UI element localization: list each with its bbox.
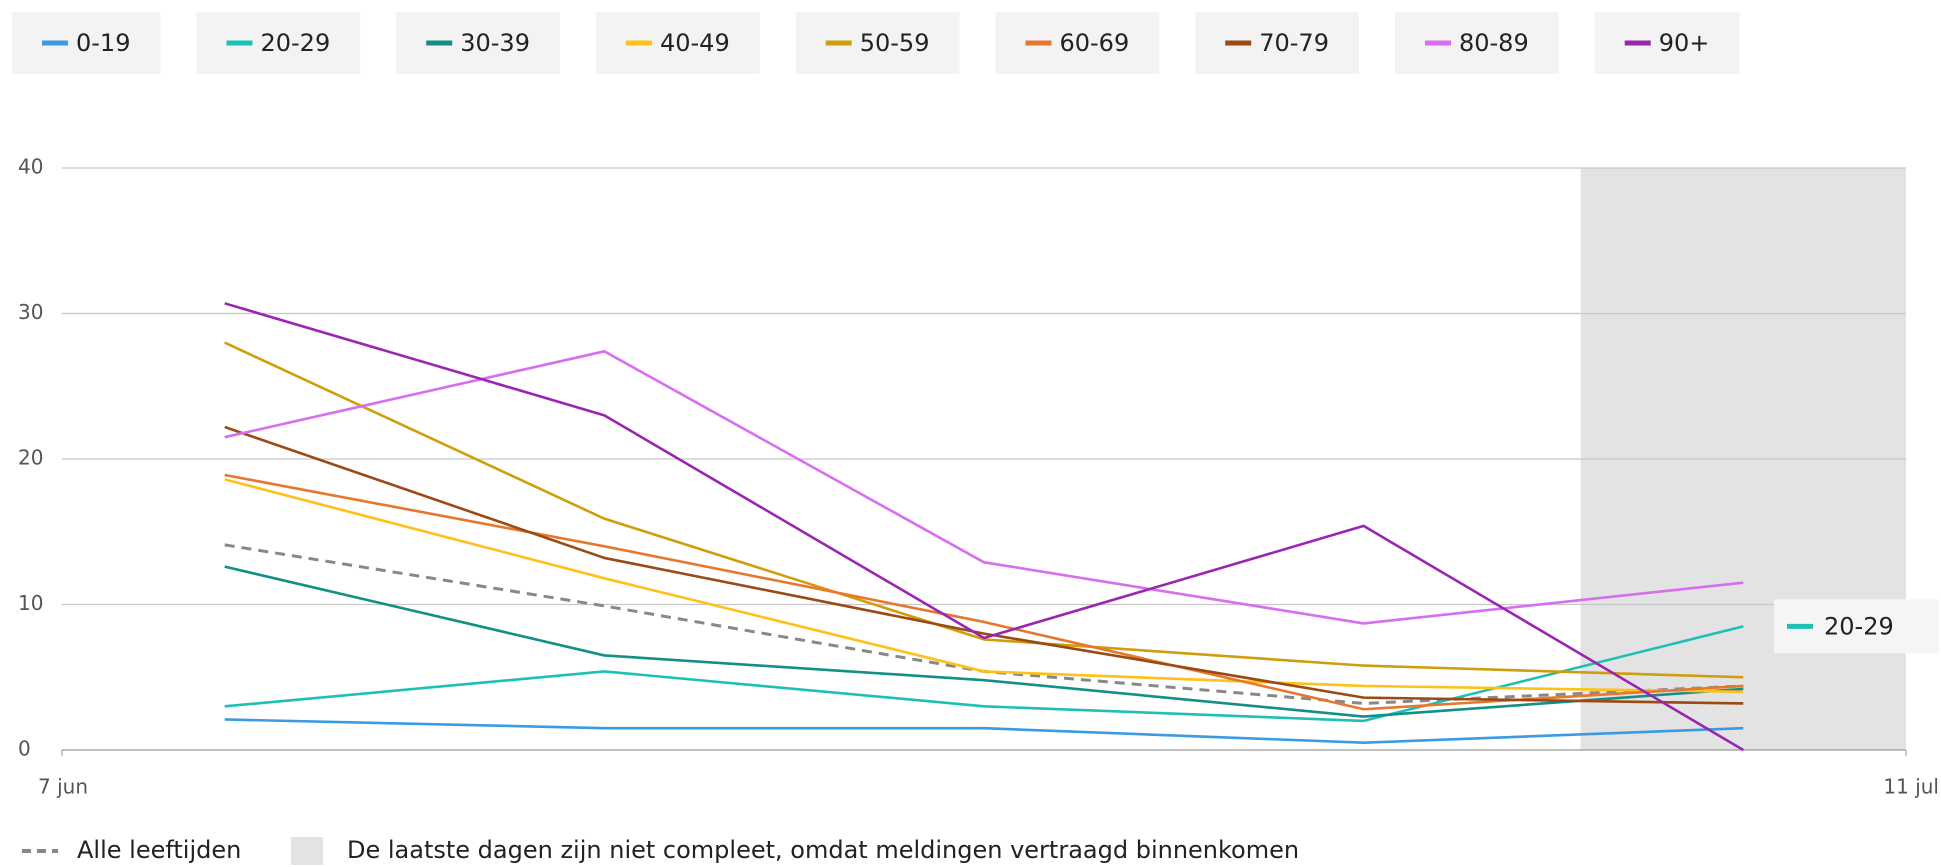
legend-button[interactable] <box>12 12 161 74</box>
legend-label: 0-19 <box>76 29 130 57</box>
legend-label: 50-59 <box>860 29 930 57</box>
series-line <box>224 565 1744 718</box>
y-tick-label: 10 <box>18 591 43 615</box>
legend-label: 60-69 <box>1059 29 1129 57</box>
end-label: 20-29 <box>1824 612 1894 640</box>
legend-item[interactable]: 50-59 <box>795 12 960 74</box>
legend-label: 30-39 <box>460 29 530 57</box>
legend-note: De laatste dagen zijn niet compleet, omd… <box>347 836 1299 864</box>
legend-item[interactable]: 20-29 <box>196 12 361 74</box>
series-line <box>224 478 1744 694</box>
series-line <box>224 341 1744 679</box>
x-tick-label: 7 jun <box>38 775 88 799</box>
series-line <box>224 350 1744 625</box>
legend-item[interactable]: 70-79 <box>1195 12 1359 74</box>
legend-label: 20-29 <box>260 29 330 57</box>
series-line <box>224 473 1744 711</box>
legend-button[interactable] <box>1394 12 1559 74</box>
legend-item[interactable]: 40-49 <box>595 12 760 74</box>
legend-button[interactable] <box>1594 12 1740 74</box>
legend-item[interactable]: 30-39 <box>396 12 560 74</box>
legend-button[interactable] <box>196 12 361 74</box>
legend-label: 90+ <box>1659 29 1710 57</box>
legend-label: 80-89 <box>1459 29 1529 57</box>
legend-button[interactable] <box>995 12 1160 74</box>
legend-button[interactable] <box>1195 12 1359 74</box>
x-tick-label: 11 jul <box>1883 775 1939 799</box>
legend-item[interactable]: 60-69 <box>995 12 1160 74</box>
legend-swatch <box>291 837 323 865</box>
legend-item[interactable]: 80-89 <box>1394 12 1559 74</box>
legend-button[interactable] <box>595 12 760 74</box>
y-tick-label: 40 <box>18 155 43 179</box>
legend-item[interactable]: 0-19 <box>12 12 161 74</box>
legend-label: Alle leeftijden <box>77 836 241 864</box>
series-line <box>224 625 1744 723</box>
y-tick-label: 30 <box>18 300 43 324</box>
legend-label: 40-49 <box>660 29 730 57</box>
y-tick-label: 0 <box>18 737 31 761</box>
legend-item[interactable]: 90+ <box>1594 12 1740 74</box>
legend-button[interactable] <box>795 12 960 74</box>
series-line <box>224 425 1744 705</box>
series-line <box>224 302 1744 752</box>
legend-button[interactable] <box>396 12 560 74</box>
y-tick-label: 20 <box>18 446 43 470</box>
series-line <box>224 718 1744 745</box>
legend-label: 70-79 <box>1259 29 1329 57</box>
